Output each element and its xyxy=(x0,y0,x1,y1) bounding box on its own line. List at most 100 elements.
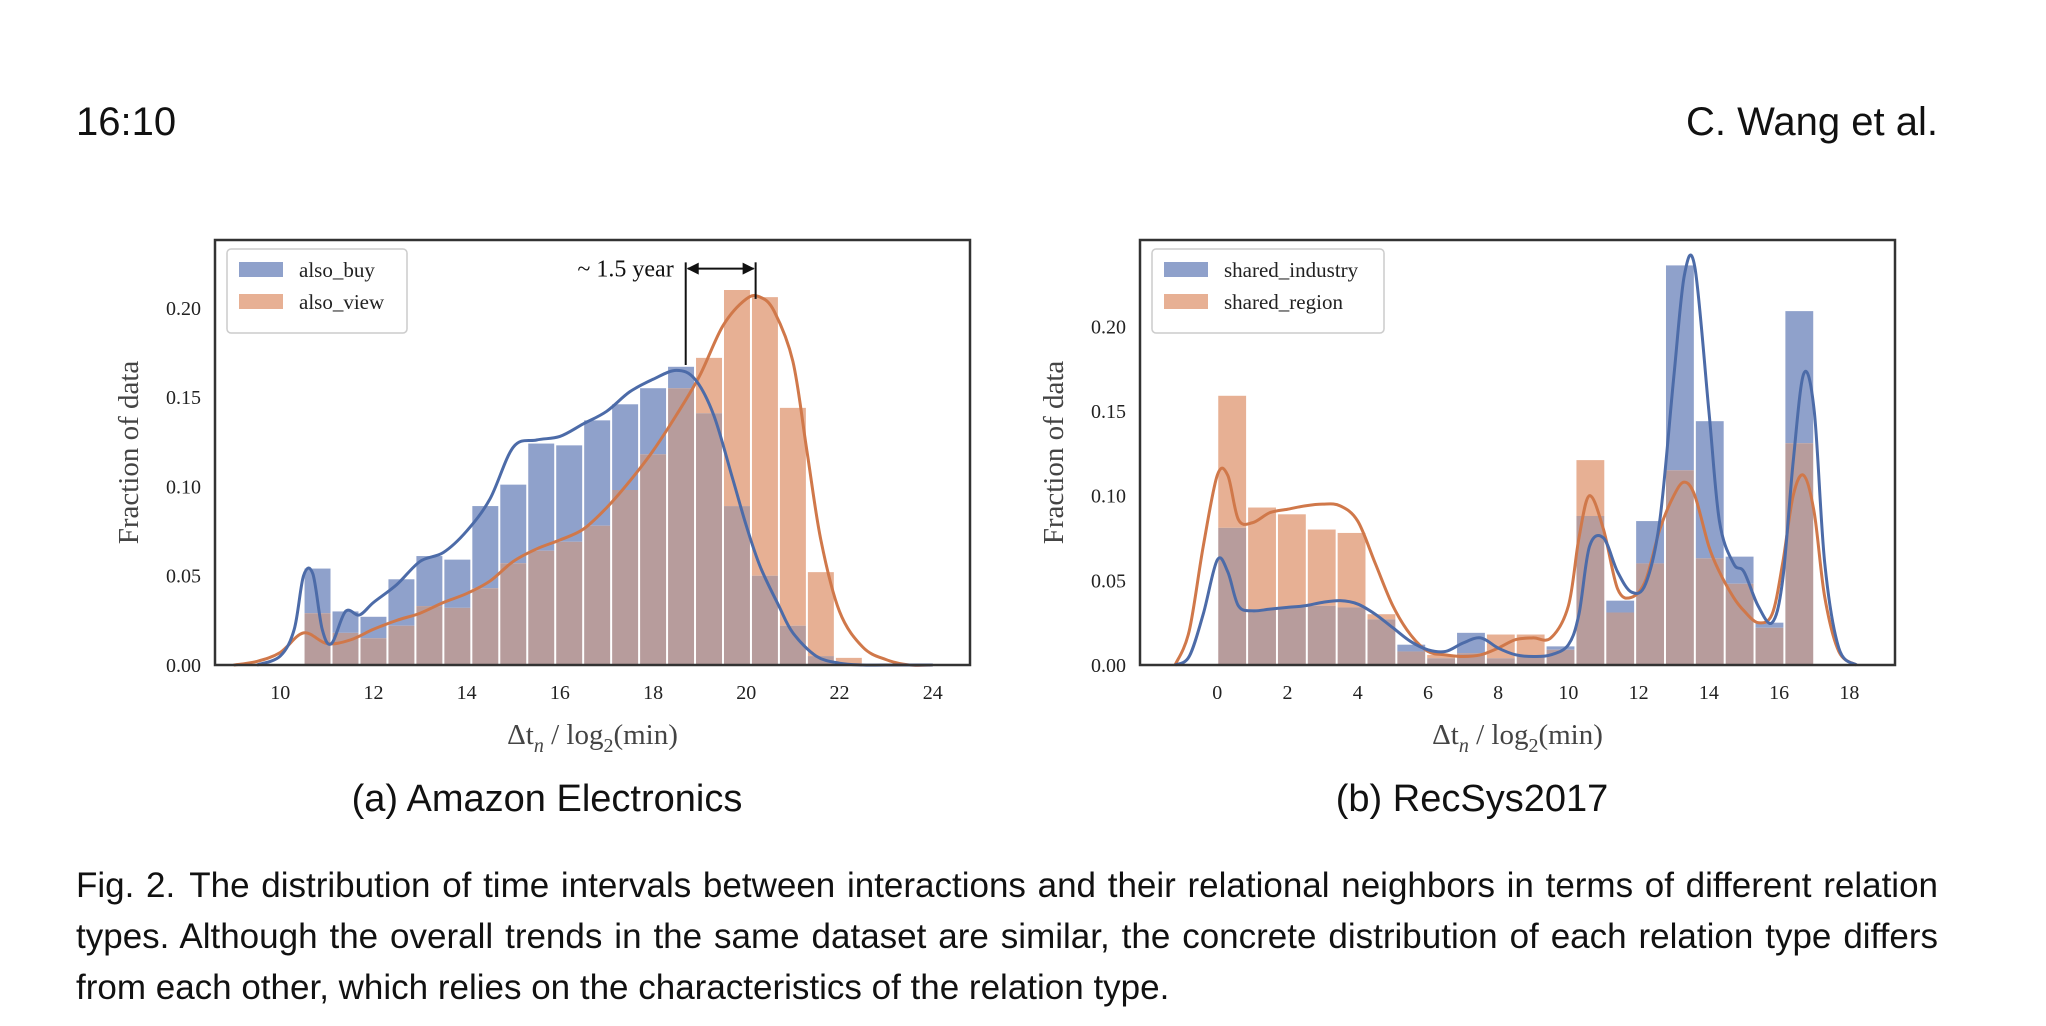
x-tick-label: 14 xyxy=(457,682,477,704)
interval-annotation: ~ 1.5 year xyxy=(577,257,757,365)
y-tick-label: 0.00 xyxy=(166,655,201,677)
histogram-bar xyxy=(1725,556,1754,665)
bar-overlap xyxy=(751,575,778,665)
x-tick-label: 24 xyxy=(923,682,943,704)
bar-overlap xyxy=(360,638,387,665)
x-tick-label: 16 xyxy=(550,682,570,704)
page-number: 16:10 xyxy=(76,100,177,144)
bar-series-0 xyxy=(640,388,667,455)
histogram-bar xyxy=(751,297,778,665)
histogram-bar xyxy=(612,404,639,665)
kde-line-series-0 xyxy=(256,368,933,667)
bar-series-0 xyxy=(528,443,555,551)
bar-overlap xyxy=(388,625,415,665)
bar-series-0 xyxy=(1725,556,1754,584)
histogram-bar xyxy=(1397,644,1426,665)
legend: shared_industry shared_region xyxy=(1151,248,1385,334)
subcaption-b: (b) RecSys2017 xyxy=(1335,778,1609,820)
x-tick-label: 12 xyxy=(363,682,383,704)
y-tick-label: 0.15 xyxy=(166,387,201,409)
histogram-bar xyxy=(584,420,611,665)
histogram-bar xyxy=(1277,514,1306,665)
bar-overlap xyxy=(1516,656,1545,665)
kde-line-series-1 xyxy=(1173,466,1858,667)
bar-overlap xyxy=(1277,607,1306,665)
bar-overlap xyxy=(696,413,722,665)
x-tick-label: 6 xyxy=(1423,682,1433,704)
legend-swatch xyxy=(239,262,283,277)
bar-series-0 xyxy=(500,484,527,564)
bar-series-0 xyxy=(1606,600,1635,613)
bar-series-1 xyxy=(1427,654,1456,659)
bar-series-1 xyxy=(1218,395,1247,528)
bar-overlap xyxy=(528,550,555,665)
bar-series-0 xyxy=(556,445,583,542)
legend-swatch xyxy=(239,294,283,309)
y-tick-label: 0.10 xyxy=(1091,486,1126,508)
bar-overlap xyxy=(416,606,443,665)
x-tick-label: 2 xyxy=(1282,682,1292,704)
bar-series-1 xyxy=(1337,532,1366,608)
histogram-bar xyxy=(416,556,443,665)
chart-recsys2017: 0 2 4 6 8 10 12 14 16 18 0.00 0.05 0.10 0.15 0.20 Δtn /… xyxy=(1038,238,1897,757)
bar-series-1 xyxy=(1367,614,1396,620)
bar-overlap xyxy=(1636,563,1664,665)
bar-overlap xyxy=(1695,558,1724,665)
histogram-bar xyxy=(528,443,555,665)
histogram-bar xyxy=(1337,532,1366,665)
bar-overlap xyxy=(1725,583,1754,665)
kde-line-series-0 xyxy=(1174,253,1858,667)
histogram-bar xyxy=(1755,622,1784,665)
legend-swatch xyxy=(1164,262,1208,277)
legend-entry: shared_region xyxy=(1224,290,1343,314)
caption-label: Fig. 2. xyxy=(76,866,176,905)
bar-overlap xyxy=(612,490,639,665)
histogram-bar xyxy=(1427,654,1456,665)
y-tick-label: 0.20 xyxy=(166,298,201,320)
histogram-bar xyxy=(779,407,806,665)
y-tick-label: 0.00 xyxy=(1091,655,1126,677)
annotation-text: ~ 1.5 year xyxy=(577,257,673,283)
bar-overlap xyxy=(1337,607,1366,665)
bar-series-0 xyxy=(1665,265,1694,471)
subcaption-a: (a) Amazon Electronics xyxy=(351,778,743,820)
figure-caption: Fig. 2. The distribution of time interval… xyxy=(76,860,1938,1013)
chart-amazon-electronics: 10 12 14 16 18 20 22 24 0.00 0.05 0.10 0.15 0.20 Δtn … xyxy=(113,238,972,757)
legend-entry: shared_industry xyxy=(1224,258,1359,282)
bar-overlap xyxy=(1606,612,1635,665)
x-tick-label: 18 xyxy=(643,682,663,704)
y-tick-label: 0.05 xyxy=(1091,570,1126,592)
histogram-bar xyxy=(835,657,862,665)
histogram-bar xyxy=(556,445,583,665)
bar-overlap xyxy=(640,454,667,665)
histogram-bar xyxy=(304,568,331,665)
bar-series-1 xyxy=(807,572,834,657)
histogram-bar xyxy=(723,290,750,665)
x-tick-label: 0 xyxy=(1212,682,1222,704)
bar-overlap xyxy=(1576,515,1605,665)
bar-overlap xyxy=(1486,658,1515,665)
bar-series-1 xyxy=(835,657,862,665)
y-axis-label: Fraction of data xyxy=(113,361,145,545)
x-tick-label: 16 xyxy=(1769,682,1789,704)
y-tick-label: 0.10 xyxy=(166,476,201,498)
histogram-bar xyxy=(1636,521,1664,665)
x-tick-label: 18 xyxy=(1839,682,1859,704)
bar-overlap xyxy=(500,563,527,665)
histogram-bar xyxy=(1367,614,1396,665)
bar-overlap xyxy=(1218,527,1247,665)
x-tick-label: 10 xyxy=(1558,682,1578,704)
x-tick-label: 10 xyxy=(270,682,290,704)
histogram-bar xyxy=(668,366,695,665)
bar-overlap xyxy=(556,541,583,665)
arrow-head-left xyxy=(686,262,699,275)
bar-series-0 xyxy=(416,556,443,607)
histogram-bar xyxy=(1576,460,1605,665)
bar-series-1 xyxy=(1576,460,1605,516)
x-axis-label: Δtn / log2(min) xyxy=(507,719,678,757)
bar-overlap xyxy=(1755,627,1784,665)
histogram-bar xyxy=(640,388,667,665)
bar-overlap xyxy=(1397,651,1426,665)
x-tick-label: 4 xyxy=(1353,682,1363,704)
arrow-head-right xyxy=(742,262,755,275)
